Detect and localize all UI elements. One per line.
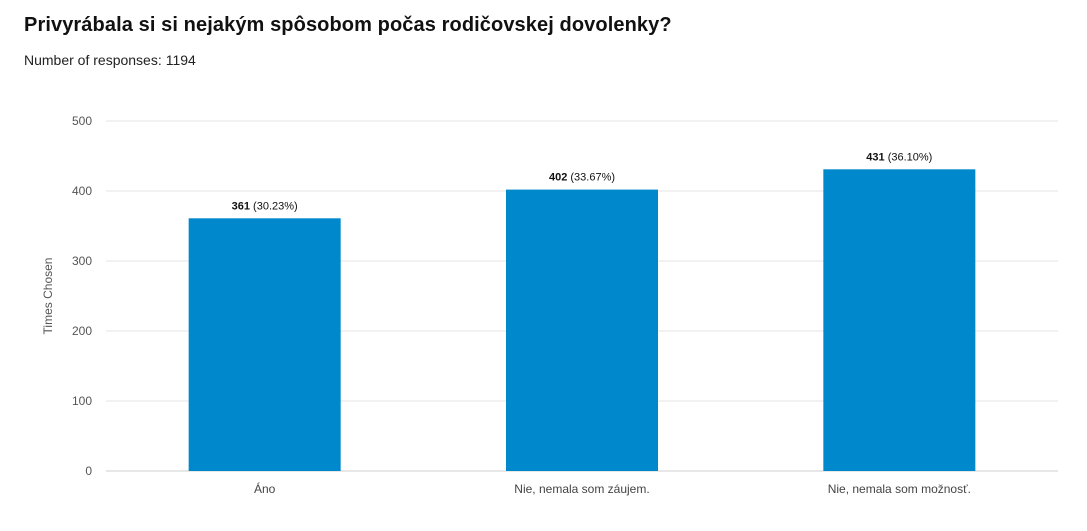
data-label: 361 (30.23%) [232, 200, 298, 212]
y-tick-label: 300 [72, 254, 92, 268]
responses-summary: Number of responses: 1194 [24, 52, 196, 68]
bar [823, 169, 976, 472]
data-label-value: 361 [232, 200, 250, 212]
y-tick-label: 500 [72, 114, 92, 128]
y-tick-label: 200 [72, 324, 92, 338]
data-label-percent: (36.10%) [885, 151, 933, 163]
y-tick-label: 100 [72, 394, 92, 408]
responses-count: 1194 [165, 52, 196, 68]
data-label: 402 (33.67%) [549, 172, 615, 184]
data-label-value: 402 [549, 172, 567, 184]
data-label-value: 431 [866, 151, 884, 163]
x-category-label: Nie, nemala som možnosť. [828, 482, 971, 496]
y-tick-label: 0 [85, 464, 92, 478]
x-category-label: Áno [254, 481, 276, 496]
data-label-percent: (33.67%) [567, 172, 615, 184]
y-axis-title: Times Chosen [41, 258, 55, 335]
chart-title: Privyrábala si si nejakým spôsobom počas… [24, 14, 672, 36]
data-label: 431 (36.10%) [866, 151, 932, 163]
x-category-label: Nie, nemala som záujem. [514, 482, 649, 496]
y-tick-label: 400 [72, 184, 92, 198]
bar [188, 218, 341, 471]
responses-label: Number of responses: [24, 52, 162, 68]
data-label-percent: (30.23%) [250, 200, 298, 212]
bar [506, 189, 658, 471]
